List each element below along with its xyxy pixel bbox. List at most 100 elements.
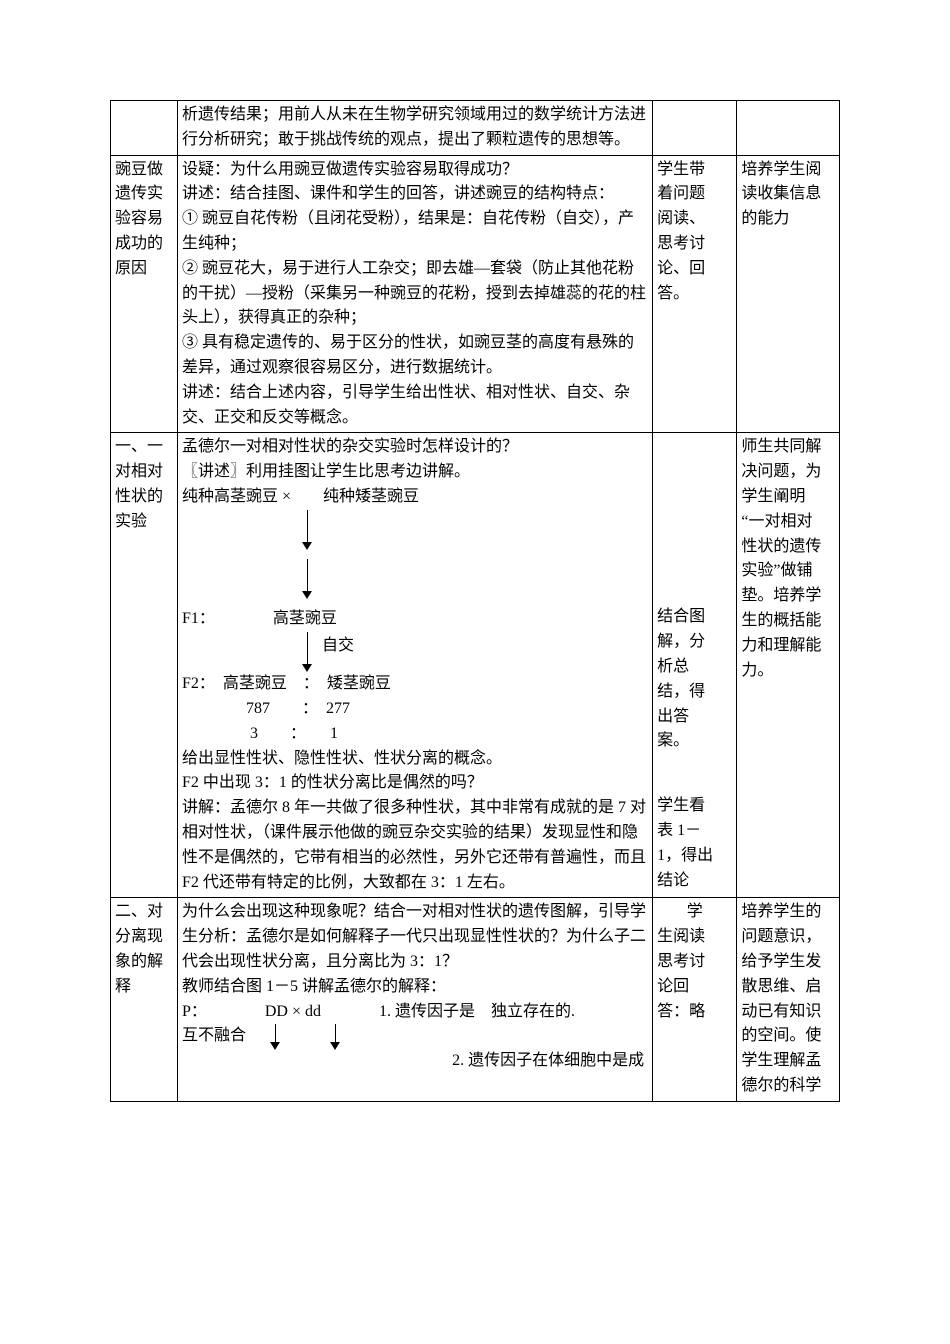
cell-c2: 设疑：为什么用豌豆做遗传实验容易取得成功？ 讲述：结合挂图、课件和学生的回答，讲… [177,155,652,433]
text: 二、对 [115,900,173,925]
text: 互不融合 [182,1027,246,1044]
arrow-down-icon [302,510,314,550]
text: 力和理解能 [741,634,835,659]
text: 德尔的科学 [741,1074,835,1099]
text: 结，得 [657,680,732,705]
text: 答。 [657,282,732,307]
cell-c1: 二、对 分离现 象的解 释 [111,898,178,1101]
text: F1： [182,610,215,627]
text: 给出显性性状、隐性性状、性状分离的概念。 [182,747,648,772]
text: 思考讨 [657,232,732,257]
text: 2. 遗传因子在体细胞中是成 [452,1052,644,1069]
text: 析总 [657,655,732,680]
text: 论、回 [657,257,732,282]
text: 为什么会出现这种现象呢？结合一对相对性状的遗传图解，引导学生分析：孟德尔是如何解… [182,900,648,974]
text: 性状的遗传 [741,535,835,560]
cell-c3: 学生带 着问题 阅读、 思考讨 论、回 答。 [653,155,737,433]
text: 学生阐明 [741,485,835,510]
cell-c4: 培养学生的 问题意识， 给予学生发 散思维、启 动已有知识 的空间。使 学生理解… [737,898,840,1101]
text: ③ 具有稳定遗传的、易于区分的性状，如豌豆茎的高度有悬殊的差异，通过观察很容易区… [182,331,648,381]
text: 对相对 [115,460,173,485]
text: 论回 [657,975,732,1000]
text: 孟德尔一对相对性状的杂交实验时怎样设计的？ [182,435,648,460]
text: 结合图 [657,605,732,630]
selfcross-wrap: 自交 [302,632,648,672]
cell-c2: 为什么会出现这种现象呢？结合一对相对性状的遗传图解，引导学生分析：孟德尔是如何解… [177,898,652,1101]
text: 的空间。使 [741,1024,835,1049]
text: 高茎豌豆 [273,610,337,627]
text: 思考讨 [657,950,732,975]
text: F2 中出现 3：1 的性状分离比是偶然的吗？ [182,771,648,796]
p-line-3: 2. 遗传因子在体细胞中是成 [182,1049,648,1074]
cell-c1 [111,101,178,156]
text: 的能力 [741,207,835,232]
cell-c4: 培养学生阅 读收集信息 的能力 [737,155,840,433]
lesson-table: 析遗传结果；用前人从未在生物学研究领域用过的数学统计方法进行分析研究；敢于挑战传… [110,100,840,1102]
text: 结论 [657,869,732,894]
cross-line: 纯种高茎豌豆 × 纯种矮茎豌豆 [182,485,648,510]
text: 验容易 [115,207,173,232]
cell-c3: 结合图 解，分 析总 结，得 出答 案。 学生看 表 1－ 1，得出 结论 [653,433,737,898]
text: 表 1－ [657,819,732,844]
text: 生的概括能 [741,609,835,634]
text: 师生共同解 [741,435,835,460]
table-row: 豌豆做 遗传实 验容易 成功的 原因 设疑：为什么用豌豆做遗传实验容易取得成功？… [111,155,840,433]
text: 讲述：结合上述内容，引导学生给出性状、相对性状、自交、杂交、正交和反交等概念。 [182,381,648,431]
text: 学生看 [657,794,732,819]
text: ① 豌豆自花传粉（且闭花受粉），结果是：自花传粉（自交），产生纯种； [182,207,648,257]
text: 学生理解孟 [741,1049,835,1074]
text: 散思维、启 [741,975,835,1000]
arrow-down-icon [330,1024,342,1050]
text: 问题意识， [741,925,835,950]
text: 遗传实 [115,182,173,207]
text: 析遗传结果；用前人从未在生物学研究领域用过的数学统计方法进行分析研究；敢于挑战传… [182,106,646,148]
text: 解，分 [657,630,732,655]
text: 案。 [657,729,732,754]
text: 讲解：孟德尔 8 年一共做了很多种性状，其中非常有成就的是 7 对相对性状，（课… [182,796,648,895]
text: 1，得出 [657,844,732,869]
text: 动已有知识 [741,1000,835,1025]
text: 原因 [115,257,173,282]
arrow-down-icon [302,559,314,599]
text: 读收集信息 [741,182,835,207]
text: 1. 遗传因子是 独立存在的. [379,1003,575,1020]
page: 析遗传结果；用前人从未在生物学研究领域用过的数学统计方法进行分析研究；敢于挑战传… [0,0,950,1142]
text: ② 豌豆花大，易于进行人工杂交；即去雄—套袋（防止其他花粉的干扰）—授粉（采集另… [182,257,648,331]
text: 力。 [741,659,835,684]
text: 豌豆做 [115,158,173,183]
arrow-wrap [302,559,648,608]
text: 分离现 [115,925,173,950]
text: 培养学生的 [741,900,835,925]
text: 培养学生阅 [741,158,835,183]
text: 实验”做铺 [741,559,835,584]
text: 决问题，为 [741,460,835,485]
text: 给予学生发 [741,950,835,975]
text: 787 ： 277 [182,697,648,722]
p-line: P： DD × dd 1. 遗传因子是 独立存在的. [182,1000,648,1025]
text: 一、一 [115,435,173,460]
text: 3 ： 1 [182,722,648,747]
text: 释 [115,975,173,1000]
f1-line: F1： 高茎豌豆 [182,607,648,632]
text: 出答 [657,705,732,730]
text: 实验 [115,510,173,535]
arrow-down-icon [270,1024,282,1050]
arrow-wrap [302,510,648,559]
table-row: 一、一 对相对 性状的 实验 孟德尔一对相对性状的杂交实验时怎样设计的？ 〖讲述… [111,433,840,898]
cell-c4: 师生共同解 决问题，为 学生阐明 “一对相对 性状的遗传 实验”做铺 垫。培养学… [737,433,840,898]
cell-c2: 析遗传结果；用前人从未在生物学研究领域用过的数学统计方法进行分析研究；敢于挑战传… [177,101,652,156]
cell-c1: 一、一 对相对 性状的 实验 [111,433,178,898]
text: 着问题 [657,182,732,207]
cell-c3: 学 生阅读 思考讨 论回 答：略 [653,898,737,1101]
text: 成功的 [115,232,173,257]
cell-c1: 豌豆做 遗传实 验容易 成功的 原因 [111,155,178,433]
text: 阅读、 [657,207,732,232]
p-line-2: 互不融合 [182,1024,648,1049]
arrow-down-icon [302,632,314,672]
text: 答：略 [657,1000,732,1025]
text: F2： 高茎豌豆 ： 矮茎豌豆 [182,672,648,697]
text: 〖讲述〗利用挂图让学生比思考边讲解。 [182,460,648,485]
text: 学生带 [657,158,732,183]
text: 象的解 [115,950,173,975]
table-row: 二、对 分离现 象的解 释 为什么会出现这种现象呢？结合一对相对性状的遗传图解，… [111,898,840,1101]
